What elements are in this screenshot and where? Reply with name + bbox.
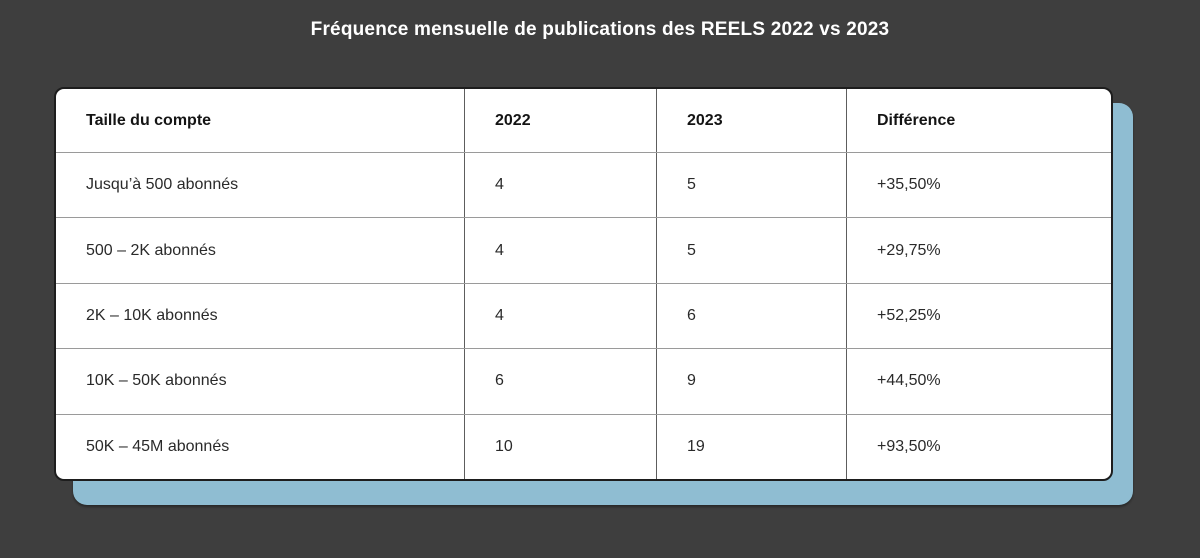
value-2022-cell: 4 (465, 218, 657, 283)
reels-frequency-table: Taille du compte 2022 2023 Différence Ju… (54, 87, 1113, 481)
column-header-2023: 2023 (657, 89, 847, 152)
difference-cell: +35,50% (877, 176, 941, 194)
account-size-cell: Jusqu’à 500 abonnés (56, 153, 465, 218)
value-2022-cell: 4 (465, 283, 657, 349)
difference-cell: +29,75% (877, 241, 941, 259)
difference-cell: +44,50% (877, 372, 941, 390)
table-row: 10K – 50K abonnés 6 9 +44,50% (56, 348, 1111, 414)
difference-cell: +93,50% (877, 437, 941, 455)
value-2023-cell: 6 (657, 283, 847, 349)
value-2023-cell: 19 (657, 414, 847, 479)
value-2023-cell: 5 (657, 153, 847, 218)
table-row: 2K – 10K abonnés 4 6 +52,25% (56, 282, 1111, 349)
column-header-difference: Différence (877, 111, 956, 129)
page-title: Fréquence mensuelle de publications des … (310, 19, 890, 40)
account-size-cell: 500 – 2K abonnés (56, 218, 465, 283)
table-row: 50K – 45M abonnés 10 19 +93,50% (56, 413, 1111, 479)
account-size-cell: 2K – 10K abonnés (56, 283, 465, 349)
value-2022-cell: 4 (465, 153, 657, 218)
column-header-2022: 2022 (465, 89, 657, 152)
account-size-cell: 50K – 45M abonnés (56, 414, 465, 479)
value-2022-cell: 6 (465, 349, 657, 414)
table-header-row: Taille du compte 2022 2023 Différence (56, 89, 1111, 152)
value-2023-cell: 5 (657, 218, 847, 283)
table-row: Jusqu’à 500 abonnés 4 5 +35,50% (56, 152, 1111, 218)
account-size-cell: 10K – 50K abonnés (56, 349, 465, 414)
value-2023-cell: 9 (657, 349, 847, 414)
column-header-account-size: Taille du compte (56, 89, 465, 152)
value-2022-cell: 10 (465, 414, 657, 479)
table-row: 500 – 2K abonnés 4 5 +29,75% (56, 217, 1111, 283)
difference-cell: +52,25% (877, 307, 941, 325)
